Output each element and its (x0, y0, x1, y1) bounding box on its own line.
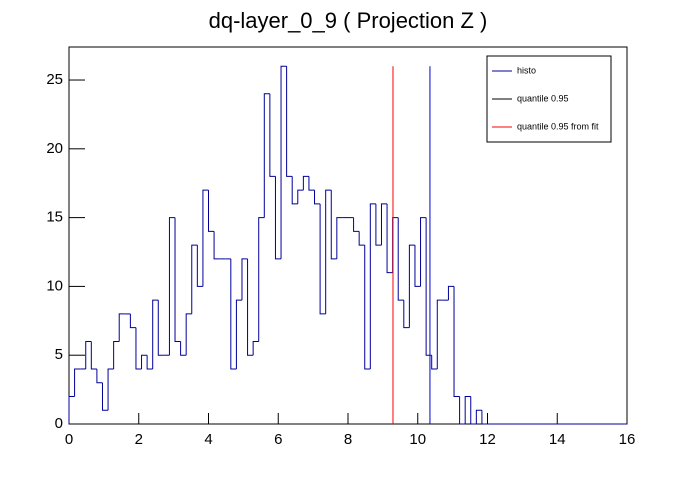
histogram-bin (274, 176, 282, 260)
legend-label: quantile 0.95 from fit (517, 121, 599, 131)
histogram-bin (247, 258, 254, 356)
y-tick-label: 5 (55, 346, 63, 363)
x-tick-label: 12 (479, 431, 496, 448)
y-tick-label: 15 (46, 209, 63, 226)
histogram-bin (230, 258, 237, 370)
histogram-bin (353, 217, 360, 232)
histogram-bin (107, 368, 114, 411)
histogram-bin (459, 396, 466, 425)
histogram-bin (431, 355, 438, 370)
histogram-bin (269, 93, 276, 177)
y-tick-label: 0 (55, 415, 63, 432)
histogram-bin (185, 313, 192, 356)
x-tick-label: 8 (344, 431, 352, 448)
x-tick-label: 2 (135, 431, 143, 448)
histogram-bin (314, 190, 321, 205)
histogram-bin (113, 340, 120, 369)
histogram-bin (90, 341, 97, 370)
histogram-bin (481, 410, 488, 425)
histogram-bin (174, 217, 181, 342)
histogram-bin (118, 313, 125, 342)
histogram-bin (375, 203, 382, 246)
histogram-bin (208, 190, 215, 232)
histogram-bin (96, 368, 103, 384)
histogram-bin (280, 65, 287, 259)
histogram-bin (235, 299, 242, 369)
histogram-bin (157, 300, 164, 356)
histogram-bin (364, 245, 371, 370)
histogram-bin (191, 244, 198, 314)
histogram-bin (180, 341, 187, 356)
histogram-bin (74, 368, 81, 397)
y-tick-label: 20 (46, 140, 63, 157)
histogram-bin (258, 217, 265, 342)
chart-title: dq-layer_0_9 ( Projection Z ) (209, 8, 488, 33)
histogram-bin (85, 340, 92, 369)
histogram-bin (202, 189, 209, 287)
legend-label: histo (517, 65, 536, 75)
histogram-bin (336, 217, 343, 259)
histogram-bin (252, 340, 259, 356)
histogram-bin (101, 382, 109, 411)
histogram-bin (386, 203, 393, 274)
histogram-bin (325, 189, 332, 314)
histogram-bin (68, 395, 75, 424)
histogram-bin (380, 203, 388, 246)
histogram-bin (297, 189, 304, 204)
x-tick-label: 10 (409, 431, 426, 448)
y-tick-label: 10 (46, 277, 63, 294)
legend-label: quantile 0.95 (517, 93, 569, 103)
histogram-bin (358, 231, 365, 246)
histogram-bin (286, 66, 293, 177)
histogram-bin (408, 244, 415, 328)
histogram-bin (141, 354, 148, 369)
histogram-bin (241, 258, 248, 301)
histogram-bin (470, 396, 477, 425)
histogram-bin (414, 245, 421, 287)
histogram-bin (436, 299, 443, 369)
histogram-bin (129, 313, 136, 329)
histogram-bin (464, 395, 471, 424)
histogram-bin (196, 245, 203, 287)
histogram-bin (330, 190, 337, 260)
x-tick-label: 4 (204, 431, 212, 448)
histogram-bin (213, 231, 220, 260)
histogram-bin (146, 355, 153, 370)
histogram-bin (369, 203, 376, 369)
x-tick-label: 0 (65, 431, 73, 448)
histogram-bin (291, 176, 298, 205)
histogram-bin (308, 176, 315, 191)
histogram-bin (319, 203, 326, 315)
histogram-bin (447, 285, 455, 301)
histogram-bin (453, 286, 460, 397)
histogram-bin (475, 409, 482, 424)
x-tick-label: 6 (274, 431, 282, 448)
histogram-bin (168, 217, 176, 356)
histogram-bin (397, 217, 404, 301)
histogram-bin (135, 327, 142, 370)
histogram-bin (152, 299, 159, 369)
histogram-bin (420, 217, 427, 287)
histogram-bin (302, 175, 309, 191)
histogram-bin (263, 93, 270, 218)
x-tick-label: 14 (549, 431, 566, 448)
x-tick-label: 16 (619, 431, 636, 448)
y-tick-label: 25 (46, 71, 63, 88)
histogram-bin (403, 300, 410, 329)
